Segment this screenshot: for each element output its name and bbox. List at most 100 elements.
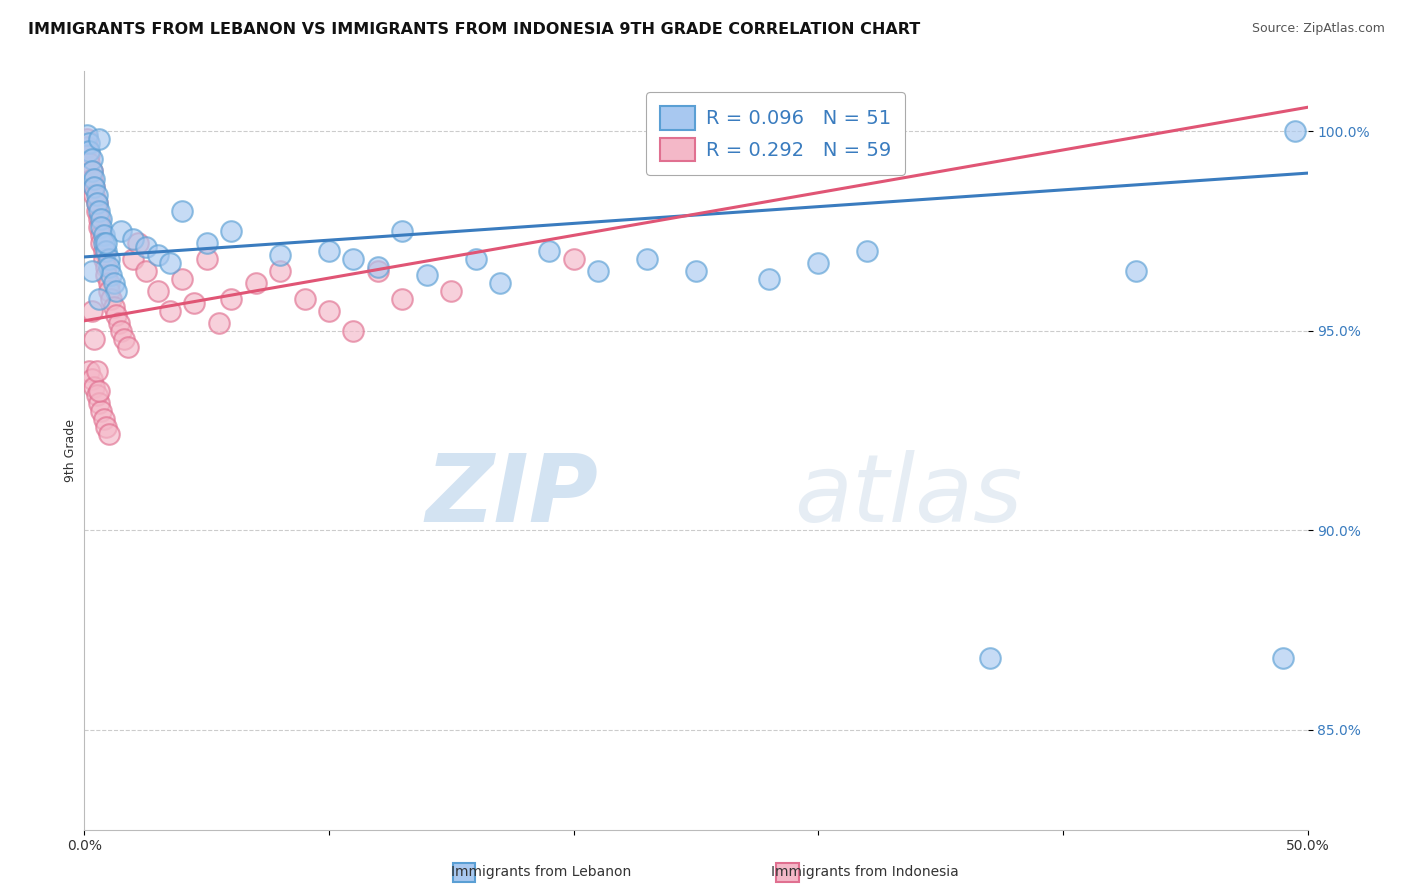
- Point: [100, 268, 122, 282]
- Point: [80, 164, 103, 178]
- Point: [318, 244, 340, 258]
- Point: [367, 264, 389, 278]
- Point: [96, 419, 118, 434]
- Text: Immigrants from Indonesia: Immigrants from Indonesia: [770, 865, 959, 880]
- Point: [97, 276, 120, 290]
- Point: [80, 371, 103, 385]
- Point: [83, 180, 105, 194]
- Point: [105, 308, 128, 322]
- Point: [86, 196, 108, 211]
- Point: [90, 403, 112, 417]
- Point: [105, 284, 128, 298]
- Point: [342, 252, 364, 266]
- Point: [1284, 124, 1306, 138]
- Point: [80, 303, 103, 318]
- Point: [90, 227, 112, 242]
- Point: [586, 264, 609, 278]
- Point: [807, 256, 830, 270]
- Point: [83, 180, 105, 194]
- Point: [159, 256, 181, 270]
- Point: [110, 324, 132, 338]
- Text: ZIP: ZIP: [425, 450, 598, 542]
- Point: [86, 196, 108, 211]
- Point: [80, 264, 103, 278]
- Point: [77, 364, 100, 378]
- Legend: R = 0.096   N = 51, R = 0.292   N = 59: R = 0.096 N = 51, R = 0.292 N = 59: [645, 93, 905, 175]
- Point: [367, 260, 389, 274]
- Point: [76, 132, 98, 146]
- Point: [103, 300, 125, 314]
- Point: [77, 156, 100, 170]
- Point: [87, 384, 110, 398]
- Point: [83, 172, 105, 186]
- Point: [135, 264, 157, 278]
- Point: [269, 248, 291, 262]
- Point: [96, 244, 118, 258]
- Point: [538, 244, 561, 258]
- Point: [122, 252, 145, 266]
- Point: [342, 324, 364, 338]
- Point: [172, 272, 194, 286]
- Point: [127, 235, 149, 250]
- Point: [110, 224, 132, 238]
- Point: [391, 224, 413, 238]
- Point: [86, 188, 108, 202]
- Point: [440, 284, 463, 298]
- Text: Immigrants from Lebanon: Immigrants from Lebanon: [451, 865, 631, 880]
- Point: [1272, 651, 1295, 665]
- Point: [219, 292, 242, 306]
- Point: [93, 252, 115, 266]
- Point: [100, 292, 122, 306]
- Point: [245, 276, 267, 290]
- Point: [318, 303, 340, 318]
- Point: [93, 227, 115, 242]
- Point: [87, 292, 110, 306]
- Point: [103, 276, 125, 290]
- Point: [97, 427, 120, 442]
- Point: [107, 316, 129, 330]
- Point: [208, 316, 231, 330]
- Point: [87, 395, 110, 409]
- Point: [685, 264, 707, 278]
- Point: [97, 284, 120, 298]
- Point: [146, 284, 169, 298]
- Point: [93, 235, 115, 250]
- Point: [562, 252, 585, 266]
- Point: [146, 248, 169, 262]
- Point: [636, 252, 658, 266]
- Point: [979, 651, 1001, 665]
- Point: [80, 172, 103, 186]
- Point: [76, 140, 98, 154]
- Text: Source: ZipAtlas.com: Source: ZipAtlas.com: [1251, 22, 1385, 36]
- Point: [83, 379, 105, 393]
- Point: [77, 136, 100, 151]
- Point: [464, 252, 486, 266]
- Point: [83, 188, 105, 202]
- Point: [87, 132, 110, 146]
- Point: [86, 364, 108, 378]
- Point: [93, 411, 115, 425]
- Point: [135, 240, 157, 254]
- Point: [87, 204, 110, 219]
- Point: [117, 340, 139, 354]
- Point: [195, 252, 218, 266]
- Point: [96, 268, 118, 282]
- Text: atlas: atlas: [794, 450, 1022, 541]
- Point: [86, 387, 108, 401]
- Point: [294, 292, 316, 306]
- Point: [96, 260, 118, 274]
- Point: [391, 292, 413, 306]
- Point: [183, 295, 205, 310]
- Point: [758, 272, 780, 286]
- Point: [76, 128, 98, 143]
- Point: [77, 144, 100, 158]
- Point: [1125, 264, 1147, 278]
- Point: [83, 332, 105, 346]
- Point: [172, 204, 194, 219]
- Point: [90, 219, 112, 234]
- Point: [90, 212, 112, 227]
- Point: [87, 212, 110, 227]
- Point: [97, 252, 120, 266]
- Point: [269, 264, 291, 278]
- Point: [856, 244, 879, 258]
